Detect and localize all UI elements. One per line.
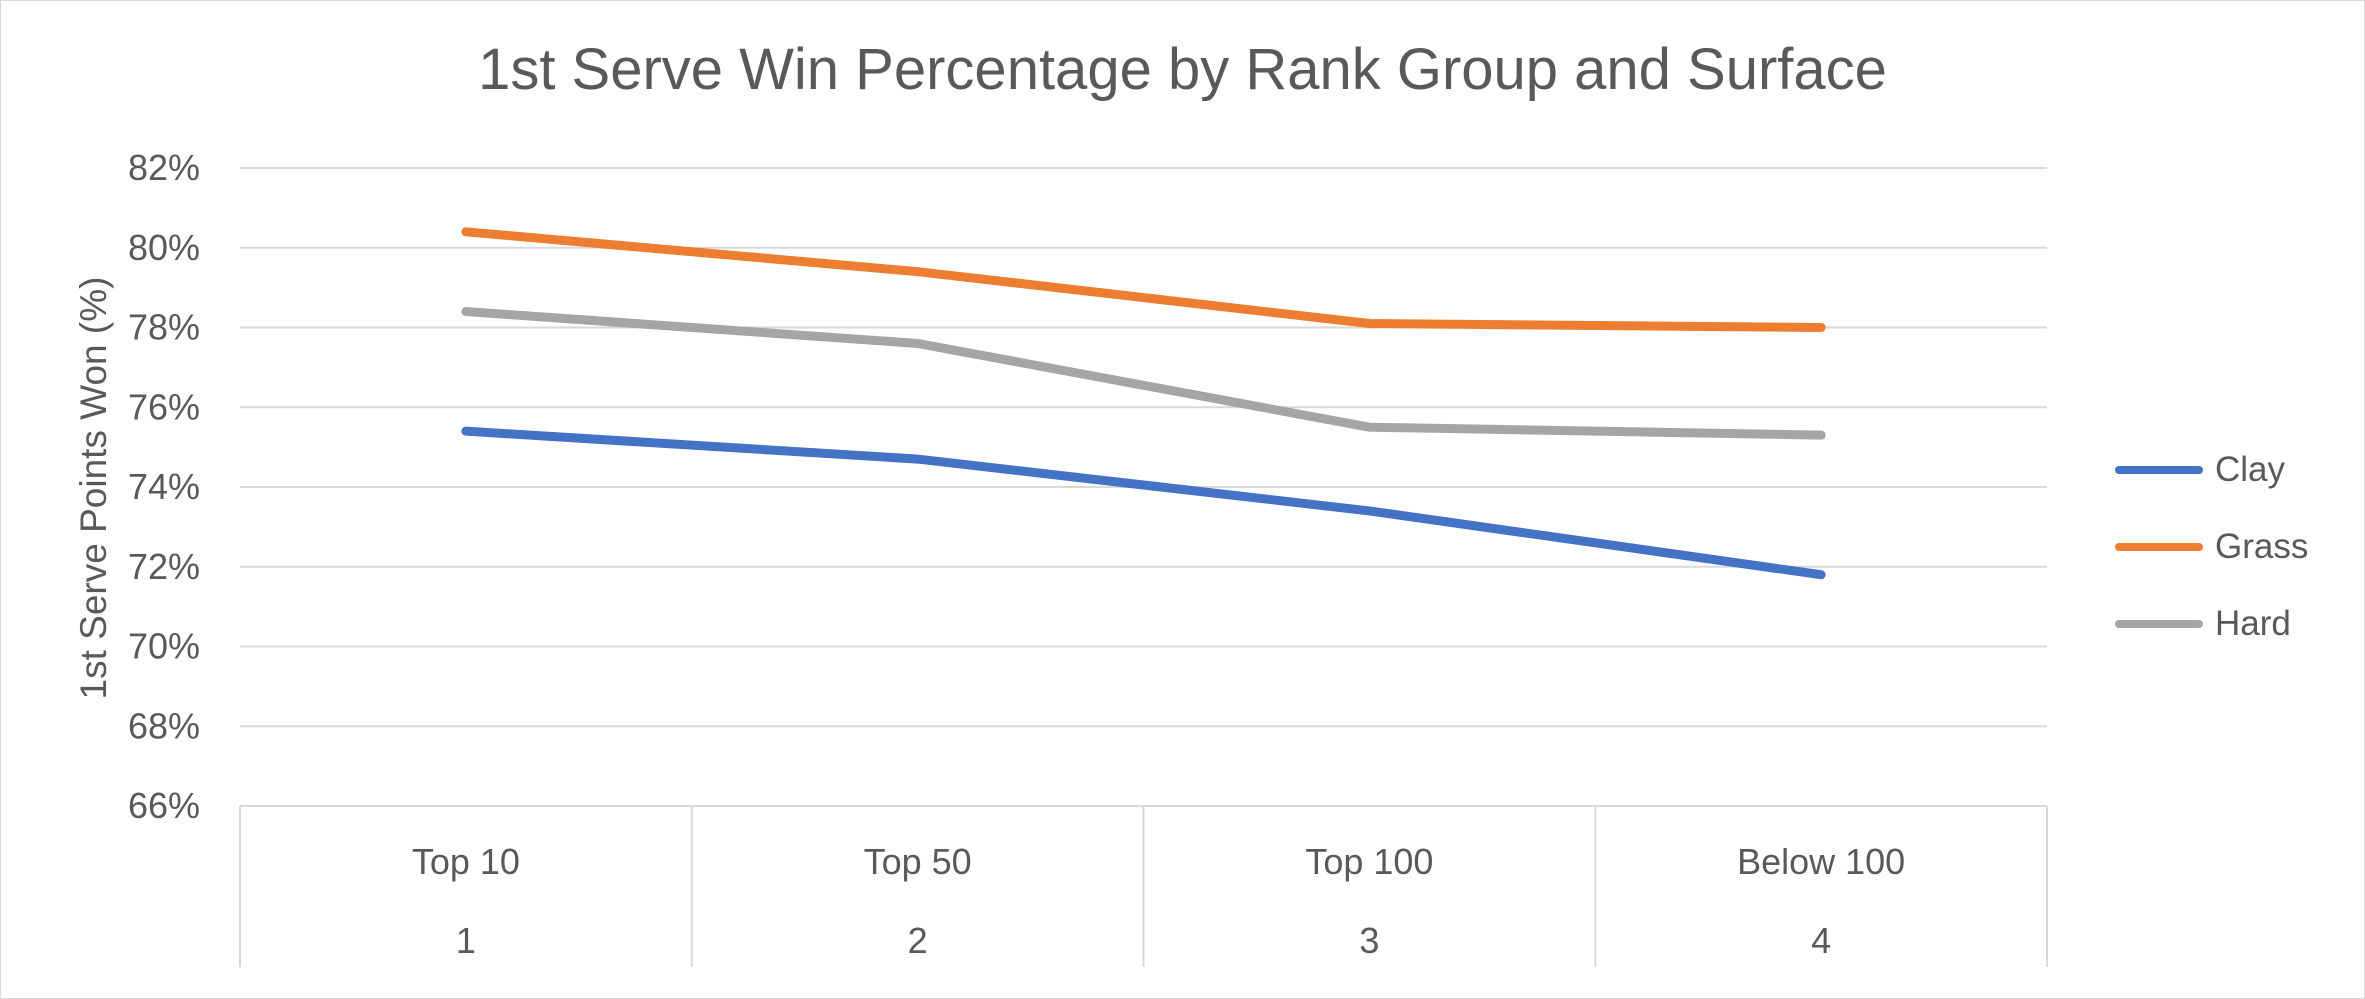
series-line-clay bbox=[461, 426, 1826, 580]
legend-swatch bbox=[2115, 466, 2203, 474]
x-category-label: Top 100 bbox=[1305, 841, 1433, 882]
legend-swatch bbox=[2115, 620, 2203, 628]
legend-label: Hard bbox=[2215, 604, 2291, 643]
y-axis-ticks: 66% 68% 70% 72% 74% 76% 78% 80% 82% bbox=[128, 147, 200, 826]
chart-title: 1st Serve Win Percentage by Rank Group a… bbox=[478, 37, 1887, 102]
y-tick-label: 72% bbox=[128, 546, 200, 587]
y-tick-label: 74% bbox=[128, 466, 200, 507]
y-tick-label: 76% bbox=[128, 386, 200, 427]
x-category-number: 4 bbox=[1811, 920, 1831, 961]
x-category-label: Top 50 bbox=[864, 841, 972, 882]
x-axis: Top 10 1 Top 50 2 Top 100 3 Below 100 4 bbox=[239, 806, 2048, 967]
y-tick-label: 70% bbox=[128, 626, 200, 667]
x-category-number: 1 bbox=[456, 920, 476, 961]
legend-label: Grass bbox=[2215, 527, 2309, 566]
legend-swatch bbox=[2115, 543, 2203, 551]
y-tick-label: 78% bbox=[128, 307, 200, 348]
y-tick-label: 82% bbox=[128, 147, 200, 188]
legend-label: Clay bbox=[2215, 450, 2286, 489]
y-tick-label: 80% bbox=[128, 227, 200, 268]
y-tick-label: 66% bbox=[128, 785, 200, 826]
x-category-label: Below 100 bbox=[1737, 841, 1905, 882]
x-category-number: 2 bbox=[908, 920, 928, 961]
series-line-grass bbox=[461, 227, 1826, 332]
x-category-number: 3 bbox=[1359, 920, 1379, 961]
series-lines bbox=[461, 227, 1826, 580]
y-tick-label: 68% bbox=[128, 705, 200, 746]
series-line-hard bbox=[461, 307, 1826, 440]
x-category-label: Top 10 bbox=[412, 841, 520, 882]
